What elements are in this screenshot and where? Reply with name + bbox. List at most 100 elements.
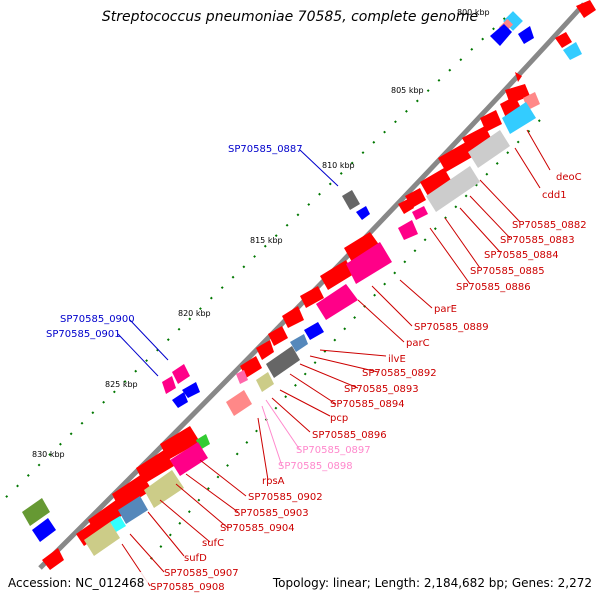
gene-feature bbox=[576, 0, 596, 18]
gene-label[interactable]: cdd1 bbox=[542, 190, 567, 201]
scale-labels: 800 kbp 805 kbp 810 kbp 815 kbp 820 kbp … bbox=[32, 8, 490, 459]
gene-feature bbox=[226, 390, 252, 416]
gene-label[interactable]: SP70585_0907 bbox=[164, 568, 239, 579]
cds-cluster-lower bbox=[22, 426, 210, 570]
scale-label: 800 kbp bbox=[457, 8, 490, 17]
cds-arrow bbox=[160, 426, 200, 460]
gene-feature bbox=[490, 24, 512, 46]
label-leaders-blue bbox=[117, 149, 339, 377]
cds-arrow bbox=[398, 198, 414, 214]
gene-feature bbox=[316, 284, 358, 320]
gene-feature bbox=[342, 190, 360, 210]
gene-feature bbox=[256, 372, 274, 392]
cds-arrow bbox=[268, 326, 288, 346]
cds-arrow bbox=[112, 474, 152, 510]
top-right-features bbox=[490, 0, 596, 60]
scale-label: 825 kbp bbox=[105, 380, 138, 389]
genome-summary: Topology: linear; Length: 2,184,682 bp; … bbox=[272, 576, 592, 590]
gene-feature bbox=[118, 496, 148, 524]
gene-label[interactable]: SP70585_0889 bbox=[414, 322, 489, 333]
footer-bg bbox=[268, 572, 600, 594]
gene-label[interactable]: SP70585_0904 bbox=[220, 523, 295, 534]
gene-feature bbox=[518, 26, 534, 44]
gene-feature bbox=[563, 42, 582, 60]
gene-label[interactable]: SP70585_0898 bbox=[278, 461, 353, 472]
scale-label: 820 kbp bbox=[178, 309, 211, 318]
gene-label[interactable]: pcp bbox=[330, 413, 348, 424]
gene-label[interactable]: parC bbox=[406, 338, 430, 349]
gene-feature bbox=[172, 392, 188, 408]
gene-label[interactable]: SP70585_0896 bbox=[312, 430, 387, 441]
gene-feature bbox=[346, 242, 392, 284]
cds-arrow bbox=[300, 286, 324, 308]
gene-feature bbox=[398, 220, 418, 240]
inner-ruler bbox=[149, 119, 541, 561]
cds-arrow bbox=[76, 520, 104, 546]
cds-cluster-upper bbox=[398, 72, 540, 240]
gene-feature bbox=[356, 206, 370, 220]
gene-label[interactable]: SP70585_0887 bbox=[228, 144, 303, 155]
gene-label[interactable]: SP70585_0892 bbox=[362, 368, 437, 379]
gene-label[interactable]: sufC bbox=[202, 538, 224, 549]
cds-arrow bbox=[515, 72, 522, 82]
gene-feature bbox=[304, 322, 324, 340]
cds-cluster-middle bbox=[226, 232, 392, 416]
gene-feature bbox=[22, 498, 50, 526]
gene-feature bbox=[468, 130, 510, 168]
scale-label: 805 kbp bbox=[391, 86, 424, 95]
cds-arrow bbox=[420, 168, 452, 196]
cds-arrow bbox=[42, 548, 64, 570]
gene-label[interactable]: SP70585_0882 bbox=[512, 220, 587, 231]
gene-label[interactable]: parE bbox=[434, 304, 457, 315]
cds-arrow bbox=[136, 450, 174, 484]
cds-arrow bbox=[282, 306, 304, 328]
gene-label[interactable]: SP70585_0897 bbox=[296, 445, 371, 456]
cds-arrow bbox=[320, 260, 354, 290]
gene-feature bbox=[110, 516, 126, 532]
gene-feature bbox=[84, 522, 120, 556]
gene-label[interactable]: SP70585_0884 bbox=[484, 250, 559, 261]
label-leaders-pink bbox=[261, 399, 301, 467]
outer-ruler bbox=[0, 17, 506, 505]
gene-feature bbox=[412, 206, 428, 220]
cds-arrow bbox=[480, 110, 502, 132]
gene-label[interactable]: SP70585_0893 bbox=[344, 384, 419, 395]
gene-feature bbox=[290, 334, 308, 352]
footer-bg bbox=[0, 572, 148, 594]
cds-arrow bbox=[236, 370, 248, 384]
gene-label[interactable]: SP70585_0903 bbox=[234, 508, 309, 519]
gene-label[interactable]: SP70585_0901 bbox=[46, 329, 121, 340]
sp0887-features bbox=[342, 190, 370, 220]
gene-feature bbox=[182, 382, 200, 398]
gene-feature bbox=[266, 346, 300, 378]
gene-feature bbox=[172, 364, 190, 384]
cds-arrow bbox=[344, 232, 380, 262]
gene-feature bbox=[32, 518, 56, 542]
accession-label: Accession: NC_012468 bbox=[8, 576, 144, 590]
gene-label[interactable]: sufD bbox=[184, 553, 207, 564]
cds-arrow bbox=[256, 340, 274, 360]
label-leaders bbox=[121, 129, 551, 587]
gene-label[interactable]: SP70585_0908 bbox=[150, 582, 225, 593]
scale-label: 830 kbp bbox=[32, 450, 65, 459]
cds-arrow bbox=[462, 126, 492, 152]
gene-label[interactable]: SP70585_0885 bbox=[470, 266, 545, 277]
gene-feature bbox=[162, 376, 176, 394]
gene-feature bbox=[144, 470, 184, 508]
gene-label[interactable]: SP70585_0894 bbox=[330, 399, 405, 410]
gene-label[interactable]: SP70585_0886 bbox=[456, 282, 531, 293]
cds-arrow bbox=[438, 142, 474, 172]
sp0900-features bbox=[162, 364, 200, 408]
gene-feature bbox=[170, 442, 208, 476]
gene-label[interactable]: rpsA bbox=[262, 476, 285, 487]
gene-feature bbox=[426, 166, 480, 212]
gene-label[interactable]: ilvE bbox=[388, 354, 406, 365]
gene-label[interactable]: SP70585_0902 bbox=[248, 492, 323, 503]
scale-label: 810 kbp bbox=[322, 161, 355, 170]
cds-arrow bbox=[240, 356, 262, 378]
gene-label[interactable]: SP70585_0883 bbox=[500, 235, 575, 246]
gene-label[interactable]: SP70585_0900 bbox=[60, 314, 135, 325]
gene-label[interactable]: deoC bbox=[556, 172, 582, 183]
map-title: Streptococcus pneumoniae 70585, complete… bbox=[102, 9, 478, 25]
